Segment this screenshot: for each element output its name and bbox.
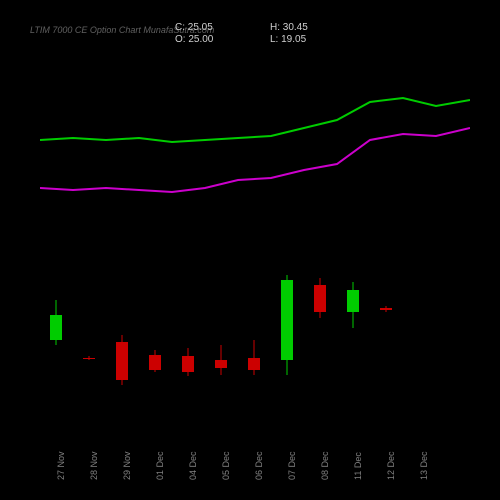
x-axis-label: 29 Nov [122, 451, 132, 480]
ohlc-low: L: 19.05 [270, 34, 306, 45]
x-axis-label: 13 Dec [419, 451, 429, 480]
x-axis-label: 04 Dec [188, 451, 198, 480]
ohlc-close: C: 25.05 [175, 22, 213, 33]
x-axis-label: 28 Nov [89, 451, 99, 480]
chart-area [40, 60, 470, 410]
x-axis-label: 11 Dec [353, 452, 363, 480]
ohlc-high: H: 30.45 [270, 22, 308, 33]
x-axis-label: 07 Dec [287, 451, 297, 480]
x-axis-label: 05 Dec [221, 451, 231, 480]
x-axis-label: 06 Dec [254, 451, 264, 480]
x-axis-label: 08 Dec [320, 451, 330, 480]
x-axis-labels: 27 Nov 28 Nov 29 Nov 01 Dec 04 Dec 05 Dec 06 D… [40, 450, 470, 490]
chart-svg [40, 60, 470, 410]
x-axis-label: 27 Nov [56, 451, 66, 480]
x-axis-label: 12 Dec [386, 451, 396, 480]
ohlc-open: O: 25.00 [175, 34, 213, 45]
x-axis-label: 01 Dec [155, 451, 165, 480]
